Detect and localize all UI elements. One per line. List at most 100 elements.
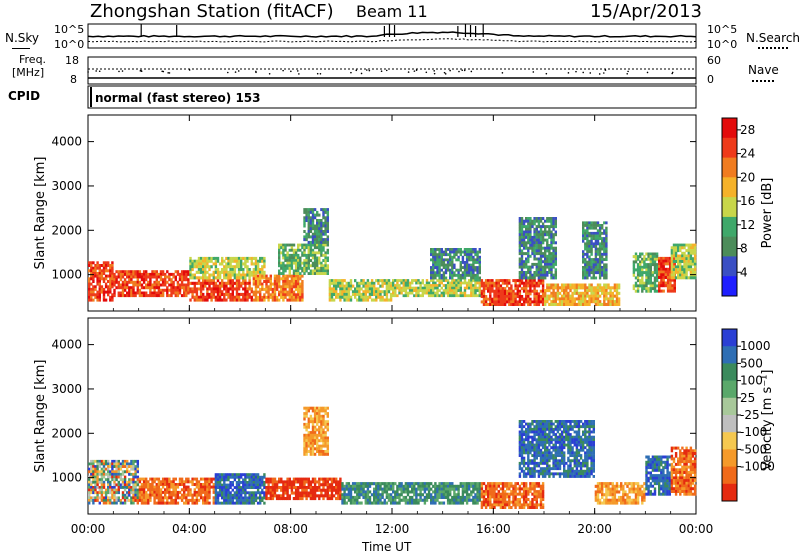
heatmap-cell [527,284,530,288]
heatmap-cell [254,287,258,291]
heatmap-cell [204,490,207,494]
heatmap-cell [673,289,676,293]
heatmap-cell [451,268,454,272]
heatmap-cell [609,300,612,304]
heatmap-cell [324,224,327,228]
heatmap-cell [256,290,260,294]
heatmap-cell [309,439,313,443]
heatmap-cell [195,298,199,302]
heatmap-cell [501,303,505,306]
heatmap-cell [394,286,397,290]
heatmap-cell [256,483,260,487]
heatmap-cell [503,292,507,296]
freq-dot [425,71,428,74]
heatmap-cell [520,233,524,237]
heatmap-cell [229,256,232,260]
heatmap-cell [172,485,175,489]
heatmap-cell [324,221,327,225]
heatmap-cell [102,496,106,500]
heatmap-cell [660,281,663,285]
heatmap-cell [98,491,101,495]
heatmap-cell [261,475,264,479]
heatmap-cell [94,467,97,471]
heatmap-cell [489,292,492,296]
heatmap-cell [541,276,545,280]
heatmap-cell [311,450,315,453]
heatmap-cell [254,256,258,260]
heatmap-cell [330,295,334,299]
heatmap-cell [193,281,196,285]
heatmap-cell [664,267,668,271]
heatmap-cell [598,252,602,256]
heatmap-cell [104,285,108,289]
heatmap-cell [225,499,228,502]
heatmap-cell [121,288,125,292]
heatmap-cell [229,281,232,285]
heatmap-cell [237,488,241,492]
heatmap-cell [227,262,230,266]
heatmap-cell [218,292,222,296]
heatmap-cell [546,254,549,258]
heatmap-cell [617,291,621,295]
heatmap-cell [252,298,256,302]
heatmap-cell [320,246,323,250]
heatmap-cell [660,265,663,269]
heatmap-cell [497,287,500,291]
heatmap-cell [546,257,549,261]
heatmap-cell [552,241,555,245]
heatmap-cell [206,259,209,263]
heatmap-cell [653,260,657,264]
heatmap-cell [284,285,287,289]
heatmap-cell [183,493,186,497]
heatmap-cell [237,265,241,269]
heatmap-cell [221,501,224,505]
heatmap-cell [347,484,351,488]
heatmap-cell [383,484,386,488]
heatmap-cell [368,495,372,499]
heatmap-cell [379,487,382,491]
heatmap-cell [297,295,300,299]
heatmap-cell [664,276,668,279]
heatmap-cell [256,473,260,477]
heatmap-cell [316,409,319,413]
heatmap-cell [90,290,93,294]
heatmap-cell [453,284,456,287]
heatmap-cell [311,221,315,225]
heatmap-cell [102,467,106,471]
heatmap-cell [191,281,194,285]
heatmap-cell [269,295,272,299]
heatmap-cell [415,294,418,298]
heatmap-cell [546,225,549,229]
heatmap-cell [598,289,602,293]
heatmap-cell [102,293,106,297]
heatmap-cell [544,257,547,261]
heatmap-cell [316,256,319,260]
heatmap-cell [442,284,446,287]
heatmap-cell [601,242,604,246]
heatmap-cell [351,290,355,294]
heatmap-cell [174,483,177,486]
heatmap-cell [438,248,441,251]
heatmap-cell [322,422,325,426]
heatmap-cell [539,235,543,239]
heatmap-cell [166,498,169,502]
heatmap-cell [434,273,437,277]
heatmap-cell [309,452,313,456]
heatmap-cell [491,289,494,293]
heatmap-cell [609,294,612,298]
heatmap-cell [349,490,353,494]
heatmap-cell [288,280,291,283]
heatmap-cell [223,481,226,484]
heatmap-cell [364,493,367,497]
heatmap-cell [231,501,234,505]
heatmap-cell [199,485,203,489]
heatmap-cell [102,280,106,283]
heatmap-cell [259,256,262,260]
heatmap-cell [121,280,125,284]
heatmap-cell [250,486,253,489]
heatmap-cell [130,496,133,500]
heatmap-cell [246,287,249,291]
heatmap-cell [605,247,608,251]
heatmap-cell [229,287,232,291]
heatmap-cell [613,283,617,287]
